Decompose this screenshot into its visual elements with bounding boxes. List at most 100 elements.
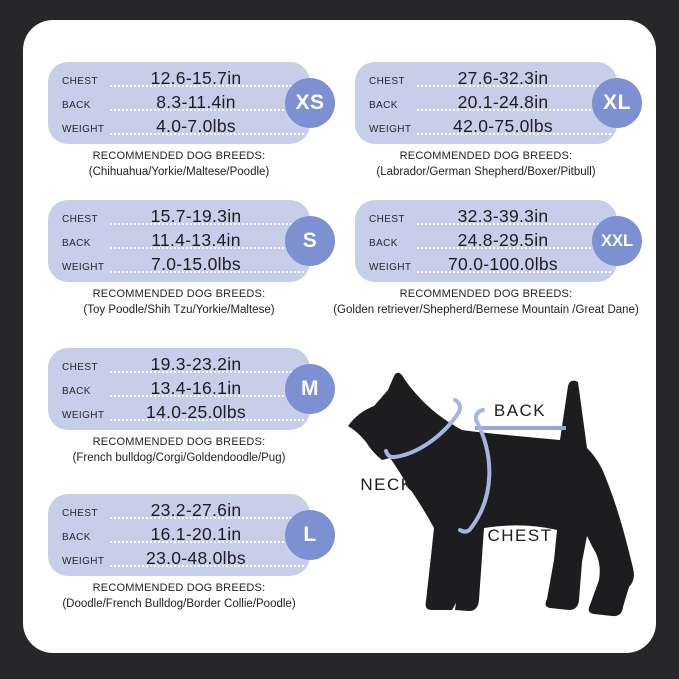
- size-card-l: CHEST 23.2-27.6in BACK 16.1-20.1in WEIGH…: [48, 494, 335, 576]
- dotted-leader: [110, 371, 304, 373]
- dog-silhouette: [348, 372, 634, 617]
- dotted-leader: [417, 109, 611, 111]
- weight-value: 14.0-25.0lbs: [146, 402, 246, 422]
- weight-value: 23.0-48.0lbs: [146, 548, 246, 568]
- size-card-xl: CHEST 27.6-32.3in BACK 20.1-24.8in WEIGH…: [355, 62, 642, 144]
- weight-label: WEIGHT: [62, 262, 105, 273]
- dotted-leader: [110, 133, 304, 135]
- breeds-note-m: RECOMMENDED DOG BREEDS: (French bulldog/…: [24, 436, 334, 465]
- measure-row-chest: CHEST 23.2-27.6in: [48, 500, 310, 524]
- dotted-leader: [110, 395, 304, 397]
- chest-label: CHEST: [62, 508, 98, 519]
- measure-row-back: BACK 8.3-11.4in: [48, 92, 310, 116]
- measure-row-chest: CHEST 19.3-23.2in: [48, 354, 310, 378]
- recommended-heading: RECOMMENDED DOG BREEDS:: [399, 150, 573, 162]
- chest-label: CHEST: [62, 362, 98, 373]
- recommended-heading: RECOMMENDED DOG BREEDS:: [92, 436, 266, 448]
- measure-row-back: BACK 16.1-20.1in: [48, 524, 310, 548]
- chest-value: 27.6-32.3in: [457, 68, 549, 88]
- size-badge-xl: XL: [592, 78, 642, 128]
- weight-label: WEIGHT: [62, 124, 105, 135]
- breeds-list: (Doodle/French Bulldog/Border Collie/Poo…: [62, 598, 296, 610]
- chest-label: CHEST: [62, 76, 98, 87]
- chest-label: CHEST: [62, 214, 98, 225]
- chest-value: 23.2-27.6in: [150, 500, 242, 520]
- size-card-xxl: CHEST 32.3-39.3in BACK 24.8-29.5in WEIGH…: [355, 200, 642, 282]
- chest-value: 32.3-39.3in: [457, 206, 549, 226]
- dotted-leader: [110, 517, 304, 519]
- dotted-leader: [110, 85, 304, 87]
- breeds-note-l: RECOMMENDED DOG BREEDS: (Doodle/French B…: [24, 582, 334, 611]
- dotted-leader: [110, 271, 304, 273]
- size-badge-s: S: [285, 216, 335, 266]
- measure-row-weight: WEIGHT 23.0-48.0lbs: [48, 548, 310, 572]
- size-badge-xxl: XXL: [592, 216, 642, 266]
- recommended-heading: RECOMMENDED DOG BREEDS:: [399, 288, 573, 300]
- measure-row-weight: WEIGHT 7.0-15.0lbs: [48, 254, 310, 278]
- dotted-leader: [110, 247, 304, 249]
- measure-row-weight: WEIGHT 4.0-7.0lbs: [48, 116, 310, 140]
- neck-diagram-label: NECK: [360, 475, 414, 494]
- breeds-note-xxl: RECOMMENDED DOG BREEDS: (Golden retrieve…: [331, 288, 641, 317]
- breeds-note-xl: RECOMMENDED DOG BREEDS: (Labrador/German…: [331, 150, 641, 179]
- recommended-heading: RECOMMENDED DOG BREEDS:: [92, 288, 266, 300]
- weight-value: 42.0-75.0lbs: [453, 116, 553, 136]
- back-value: 8.3-11.4in: [156, 92, 236, 112]
- dotted-leader: [110, 541, 304, 543]
- dotted-leader: [417, 271, 611, 273]
- chest-diagram-label: CHEST: [487, 526, 553, 545]
- weight-label: WEIGHT: [369, 262, 412, 273]
- measure-row-back: BACK 24.8-29.5in: [355, 230, 617, 254]
- neck-strap: [384, 398, 462, 460]
- size-badge-xs: XS: [285, 78, 335, 128]
- weight-value: 70.0-100.0lbs: [448, 254, 558, 274]
- measure-row-chest: CHEST 32.3-39.3in: [355, 206, 617, 230]
- measure-row-chest: CHEST 12.6-15.7in: [48, 68, 310, 92]
- back-value: 24.8-29.5in: [457, 230, 549, 250]
- dotted-leader: [110, 565, 304, 567]
- back-value: 11.4-13.4in: [151, 230, 241, 250]
- breeds-note-s: RECOMMENDED DOG BREEDS: (Toy Poodle/Shih…: [24, 288, 334, 317]
- measure-row-weight: WEIGHT 70.0-100.0lbs: [355, 254, 617, 278]
- breeds-list: (Golden retriever/Shepherd/Bernese Mount…: [333, 304, 639, 316]
- chest-value: 19.3-23.2in: [150, 354, 242, 374]
- back-value: 13.4-16.1in: [150, 378, 242, 398]
- chest-strap: [458, 408, 492, 534]
- breeds-list: (French bulldog/Corgi/Goldendoodle/Pug): [72, 452, 286, 464]
- chest-value: 15.7-19.3in: [150, 206, 242, 226]
- breeds-list: (Labrador/German Shepherd/Boxer/Pitbull): [376, 166, 596, 178]
- dog-measurement-diagram: [348, 372, 634, 617]
- back-diagram-label: BACK: [493, 401, 547, 420]
- dotted-leader: [110, 109, 304, 111]
- size-card-s: CHEST 15.7-19.3in BACK 11.4-13.4in WEIGH…: [48, 200, 335, 282]
- measure-row-weight: WEIGHT 42.0-75.0lbs: [355, 116, 617, 140]
- back-label: BACK: [62, 100, 91, 111]
- back-label: BACK: [369, 238, 398, 249]
- breeds-note-xs: RECOMMENDED DOG BREEDS: (Chihuahua/Yorki…: [24, 150, 334, 179]
- weight-label: WEIGHT: [62, 410, 105, 421]
- dotted-leader: [417, 133, 611, 135]
- breeds-list: (Toy Poodle/Shih Tzu/Yorkie/Maltese): [83, 304, 275, 316]
- weight-label: WEIGHT: [62, 556, 105, 567]
- dotted-leader: [110, 419, 304, 421]
- dotted-leader: [110, 223, 304, 225]
- back-value: 20.1-24.8in: [457, 92, 549, 112]
- back-label: BACK: [62, 386, 91, 397]
- measure-row-back: BACK 20.1-24.8in: [355, 92, 617, 116]
- measure-row-weight: WEIGHT 14.0-25.0lbs: [48, 402, 310, 426]
- size-badge-m: M: [285, 364, 335, 414]
- chest-label: CHEST: [369, 76, 405, 87]
- measure-row-chest: CHEST 27.6-32.3in: [355, 68, 617, 92]
- measure-row-back: BACK 13.4-16.1in: [48, 378, 310, 402]
- size-chart-panel: CHEST 12.6-15.7in BACK 8.3-11.4in WEIGHT…: [23, 20, 656, 653]
- chest-value: 12.6-15.7in: [150, 68, 242, 88]
- weight-label: WEIGHT: [369, 124, 412, 135]
- back-label: BACK: [62, 238, 91, 249]
- dotted-leader: [417, 223, 611, 225]
- back-label: BACK: [62, 532, 91, 543]
- size-card-xs: CHEST 12.6-15.7in BACK 8.3-11.4in WEIGHT…: [48, 62, 335, 144]
- dotted-leader: [417, 85, 611, 87]
- recommended-heading: RECOMMENDED DOG BREEDS:: [92, 582, 266, 594]
- weight-value: 7.0-15.0lbs: [151, 254, 241, 274]
- measure-row-back: BACK 11.4-13.4in: [48, 230, 310, 254]
